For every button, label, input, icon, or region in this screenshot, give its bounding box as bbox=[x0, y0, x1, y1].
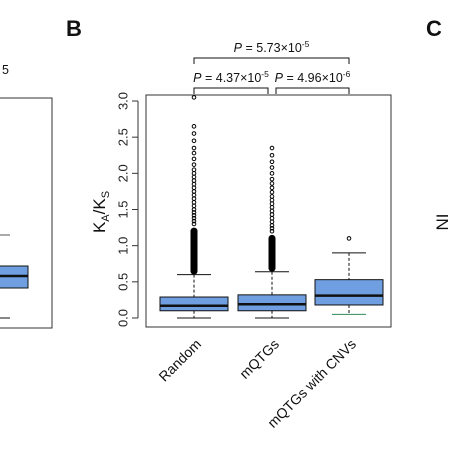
p-value-text-2: = 4.96×10 bbox=[283, 71, 343, 85]
outlier-point-1-3 bbox=[269, 219, 275, 225]
p-value-exponent-1: -5 bbox=[261, 69, 269, 79]
y-tick-label-2: 1.0 bbox=[115, 237, 130, 255]
p-value-text-0: = 5.73×10 bbox=[242, 41, 302, 55]
outlier-point-0-10 bbox=[191, 189, 197, 194]
y-tick-label-1: 0.5 bbox=[115, 273, 130, 291]
plot-frame bbox=[145, 94, 392, 328]
y-title-sub-s: S bbox=[100, 191, 112, 198]
left-fragment-plot-frame bbox=[0, 97, 53, 329]
bracket-line-0 bbox=[193, 57, 350, 64]
outlier-point-0-24 bbox=[191, 95, 197, 100]
y-tick-label-0: 0.0 bbox=[115, 309, 130, 327]
comparison-1: P = 4.37×10-5 bbox=[193, 69, 269, 94]
y-tick-label-5: 2.5 bbox=[115, 128, 130, 146]
p-symbol-2: P bbox=[275, 71, 284, 85]
box-2 bbox=[314, 236, 384, 315]
y-title-slash: / bbox=[90, 209, 109, 214]
outlier-point-1-15 bbox=[269, 171, 275, 176]
outlier-point-1-7 bbox=[269, 205, 275, 210]
outlier-point-1-13 bbox=[269, 181, 275, 186]
p-value-label-1: P = 4.37×10-5 bbox=[193, 69, 269, 85]
y-title-sub-a: A bbox=[100, 214, 112, 222]
panel-letter-b: B bbox=[66, 16, 82, 41]
significance-brackets: P = 5.73×10-5P = 4.37×10-5 P = 4.96×10-6 bbox=[193, 39, 351, 94]
outlier-point-0-19 bbox=[191, 150, 197, 156]
outlier-dense-column-1 bbox=[268, 234, 276, 272]
outlier-point-1-14 bbox=[269, 176, 275, 182]
outlier-point-1-8 bbox=[269, 201, 275, 207]
bracket-line-1 bbox=[193, 87, 269, 94]
p-symbol-0: P bbox=[234, 41, 243, 55]
p-value-label-2: P = 4.96×10-6 bbox=[275, 69, 351, 85]
p-symbol-1: P bbox=[193, 71, 202, 85]
y-tick-label-3: 1.5 bbox=[115, 200, 130, 218]
outlier-point-0-15 bbox=[191, 171, 197, 176]
outlier-point-1-1 bbox=[269, 226, 275, 231]
outlier-point-0-3 bbox=[191, 212, 197, 218]
y-tick-label-4: 2.0 bbox=[115, 164, 130, 182]
outlier-point-0-11 bbox=[191, 185, 197, 191]
panel-letter-c: C bbox=[426, 16, 442, 41]
outlier-point-0-16 bbox=[191, 167, 197, 173]
outlier-point-1-16 bbox=[269, 165, 275, 170]
y-axis: 0.0 0.5 1.0 1.5 2.0 2.5 3.0 bbox=[115, 92, 139, 327]
box-0 bbox=[159, 95, 229, 319]
outlier-point-0-14 bbox=[191, 174, 197, 180]
box-1 bbox=[237, 145, 307, 319]
outlier-dense-column-0 bbox=[190, 227, 198, 275]
left-panel-fragment: 5 bbox=[0, 63, 53, 329]
comparison-0: P = 5.73×10-5 bbox=[193, 39, 350, 64]
outlier-point-0-1 bbox=[191, 218, 197, 224]
outlier-point-0-12 bbox=[191, 181, 197, 187]
outlier-point-1-19 bbox=[269, 145, 275, 151]
right-fragment-axis-label: NI bbox=[433, 214, 452, 231]
outlier-point-1-18 bbox=[269, 152, 275, 158]
boxes-group bbox=[159, 95, 384, 319]
outlier-point-0-17 bbox=[191, 162, 197, 167]
outlier-point-0-8 bbox=[191, 196, 197, 201]
outlier-point-0-0 bbox=[191, 221, 197, 227]
category-label-1: mQTGs bbox=[236, 336, 282, 382]
y-title-k1: K bbox=[90, 221, 109, 233]
outlier-point-1-9 bbox=[269, 197, 275, 203]
outlier-point-0-20 bbox=[191, 145, 197, 151]
box-body-0 bbox=[159, 296, 229, 312]
box-body-2 bbox=[314, 279, 384, 306]
bracket-line-2 bbox=[275, 87, 350, 94]
outlier-point-1-5 bbox=[269, 212, 275, 217]
category-label-0: Random bbox=[155, 336, 204, 385]
outlier-point-1-10 bbox=[269, 194, 275, 199]
box-body-1 bbox=[237, 294, 307, 312]
outlier-point-0-2 bbox=[191, 215, 197, 221]
outlier-point-0-22 bbox=[191, 131, 197, 136]
outlier-point-0-13 bbox=[191, 178, 197, 183]
y-tick-label-6: 3.0 bbox=[115, 92, 130, 110]
outlier-point-0-9 bbox=[191, 192, 197, 198]
p-value-label-0: P = 5.73×10-5 bbox=[234, 39, 310, 55]
outlier-point-0-18 bbox=[191, 156, 197, 162]
outlier-point-1-12 bbox=[269, 185, 275, 191]
y-axis-title: KA/KS bbox=[90, 191, 112, 233]
y-title-k2: K bbox=[90, 198, 109, 210]
outlier-point-0-4 bbox=[191, 210, 197, 215]
p-value-exponent-2: -6 bbox=[343, 69, 351, 79]
p-value-exponent-0: -5 bbox=[302, 39, 310, 49]
outlier-point-1-4 bbox=[269, 215, 275, 221]
outlier-point-1-6 bbox=[269, 208, 275, 214]
outlier-point-0-23 bbox=[191, 124, 197, 129]
outlier-point-1-17 bbox=[269, 159, 275, 165]
outlier-point-0-7 bbox=[191, 199, 197, 205]
comparison-2: P = 4.96×10-6 bbox=[275, 69, 351, 94]
outlier-point-1-11 bbox=[269, 189, 275, 195]
left-fragment-superscript: 5 bbox=[2, 63, 9, 77]
p-value-text-1: = 4.37×10 bbox=[202, 71, 262, 85]
outlier-point-0-21 bbox=[191, 138, 197, 144]
outlier-point-0-6 bbox=[191, 203, 197, 209]
outlier-point-2-0 bbox=[346, 236, 352, 241]
outlier-point-1-0 bbox=[269, 228, 275, 234]
